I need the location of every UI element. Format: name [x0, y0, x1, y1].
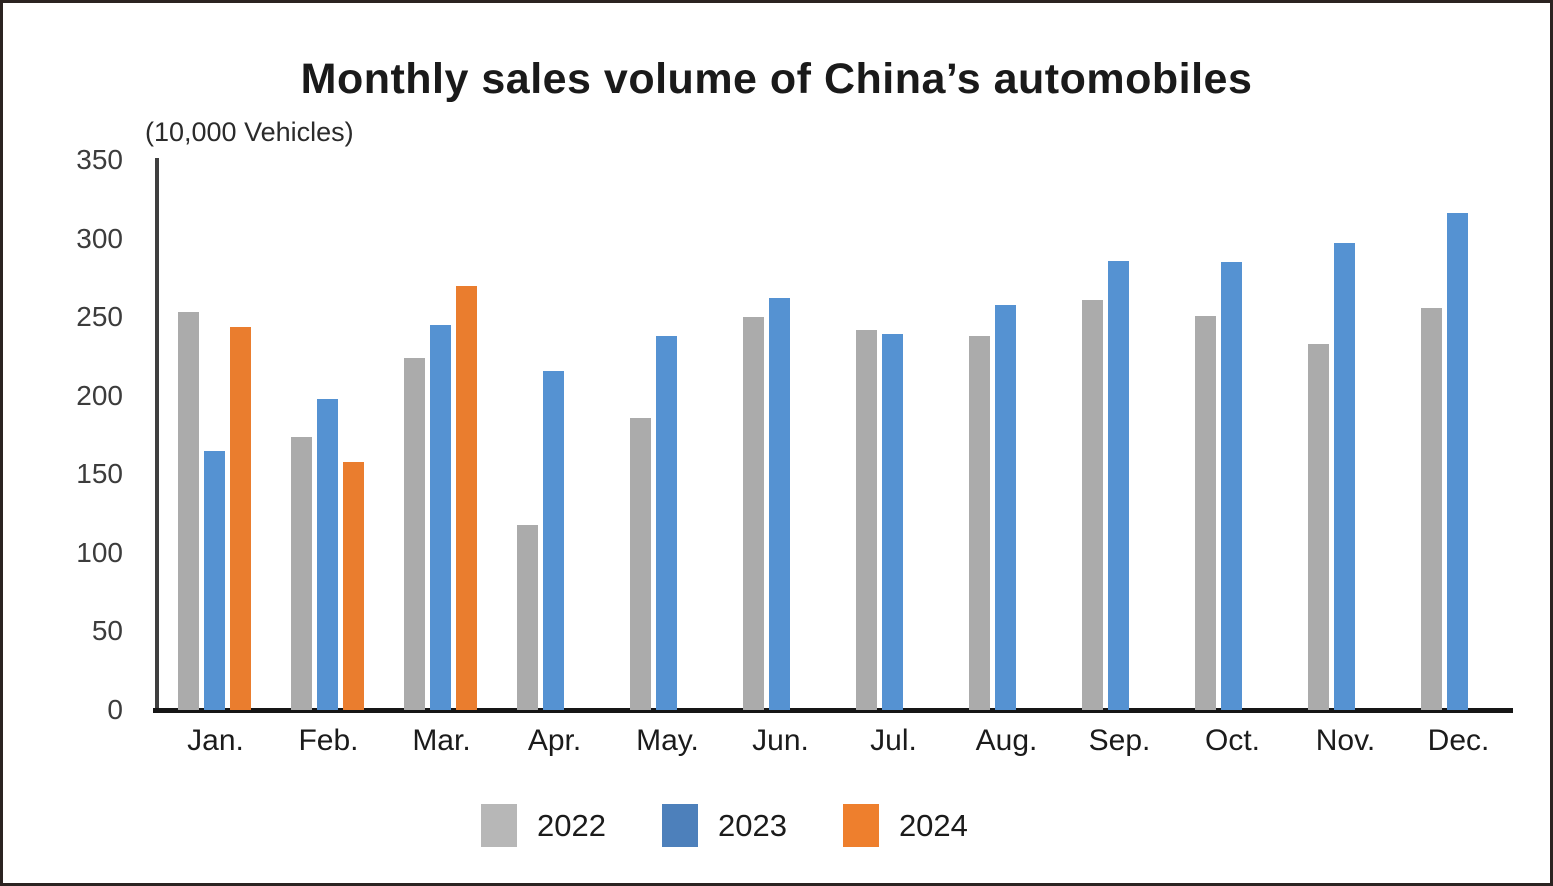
- bar-2022-mar: [404, 358, 425, 710]
- bar-2023-jun: [769, 298, 790, 710]
- x-label-apr: Apr.: [527, 724, 582, 757]
- bar-2022-dec: [1421, 308, 1442, 710]
- bar-2023-mar: [430, 325, 451, 710]
- bar-2022-nov: [1308, 344, 1329, 710]
- y-tick-label-200: 200: [76, 379, 123, 411]
- x-label-jul: Jul.: [870, 724, 917, 757]
- bar-2022-oct: [1195, 316, 1216, 710]
- chart-title: Monthly sales volume of China’s automobi…: [300, 55, 1253, 103]
- x-label-nov: Nov.: [1315, 724, 1376, 757]
- x-label-aug: Aug.: [975, 724, 1038, 757]
- x-label-mar: Mar.: [412, 724, 471, 757]
- bar-2022-jul: [856, 330, 877, 710]
- x-axis-line: [153, 708, 1513, 713]
- x-label-jan: Jan.: [187, 724, 244, 757]
- legend-item-2023: 2023: [661, 804, 787, 847]
- bar-2023-jan: [204, 451, 225, 710]
- x-label-feb: Feb.: [298, 724, 359, 757]
- bar-2024-feb: [343, 462, 364, 710]
- bar-2022-jun: [743, 317, 764, 710]
- x-label-jun: Jun.: [752, 724, 809, 757]
- y-tick-label-100: 100: [76, 536, 123, 568]
- bar-2023-apr: [543, 371, 564, 710]
- y-tick-label-50: 50: [91, 615, 123, 647]
- bar-2022-apr: [517, 525, 538, 710]
- legend-swatch-2022: [481, 804, 517, 847]
- legend-item-2022: 2022: [481, 804, 606, 847]
- legend-swatch-2023: [661, 804, 698, 847]
- bar-2022-may: [630, 418, 651, 710]
- y-axis-line: [155, 158, 159, 713]
- bar-2023-sep: [1108, 261, 1129, 710]
- legend-label-2022: 2022: [537, 807, 606, 843]
- y-tick-label-350: 350: [76, 144, 123, 175]
- legend-label-2023: 2023: [717, 807, 787, 843]
- chart-legend: 2022 2023 2024: [481, 804, 968, 847]
- x-label-may: May.: [636, 724, 699, 757]
- x-label-dec: Dec.: [1427, 724, 1490, 757]
- bar-2022-aug: [969, 336, 990, 710]
- bar-2023-oct: [1221, 262, 1242, 710]
- bar-2023-nov: [1334, 243, 1355, 710]
- bar-2022-feb: [291, 437, 312, 710]
- y-tick-label-150: 150: [76, 458, 123, 490]
- legend-swatch-2024: [842, 804, 879, 847]
- bar-2024-jan: [230, 327, 251, 710]
- x-label-oct: Oct.: [1204, 724, 1260, 757]
- bar-2023-dec: [1447, 213, 1468, 710]
- bar-2024-mar: [456, 286, 477, 710]
- y-axis-unit-label: (10,000 Vehicles): [145, 117, 354, 147]
- bar-2022-jan: [178, 312, 199, 710]
- legend-item-2024: 2024: [842, 804, 968, 847]
- x-label-sep: Sep.: [1088, 724, 1151, 757]
- bar-2023-jul: [882, 334, 903, 710]
- y-tick-label-250: 250: [76, 301, 123, 333]
- y-tick-label-0: 0: [107, 694, 123, 725]
- y-tick-label-300: 300: [76, 222, 123, 254]
- bar-2022-sep: [1082, 300, 1103, 710]
- bar-2023-feb: [317, 399, 338, 710]
- legend-label-2024: 2024: [898, 807, 968, 843]
- bar-2023-aug: [995, 305, 1016, 710]
- bar-2023-may: [656, 336, 677, 710]
